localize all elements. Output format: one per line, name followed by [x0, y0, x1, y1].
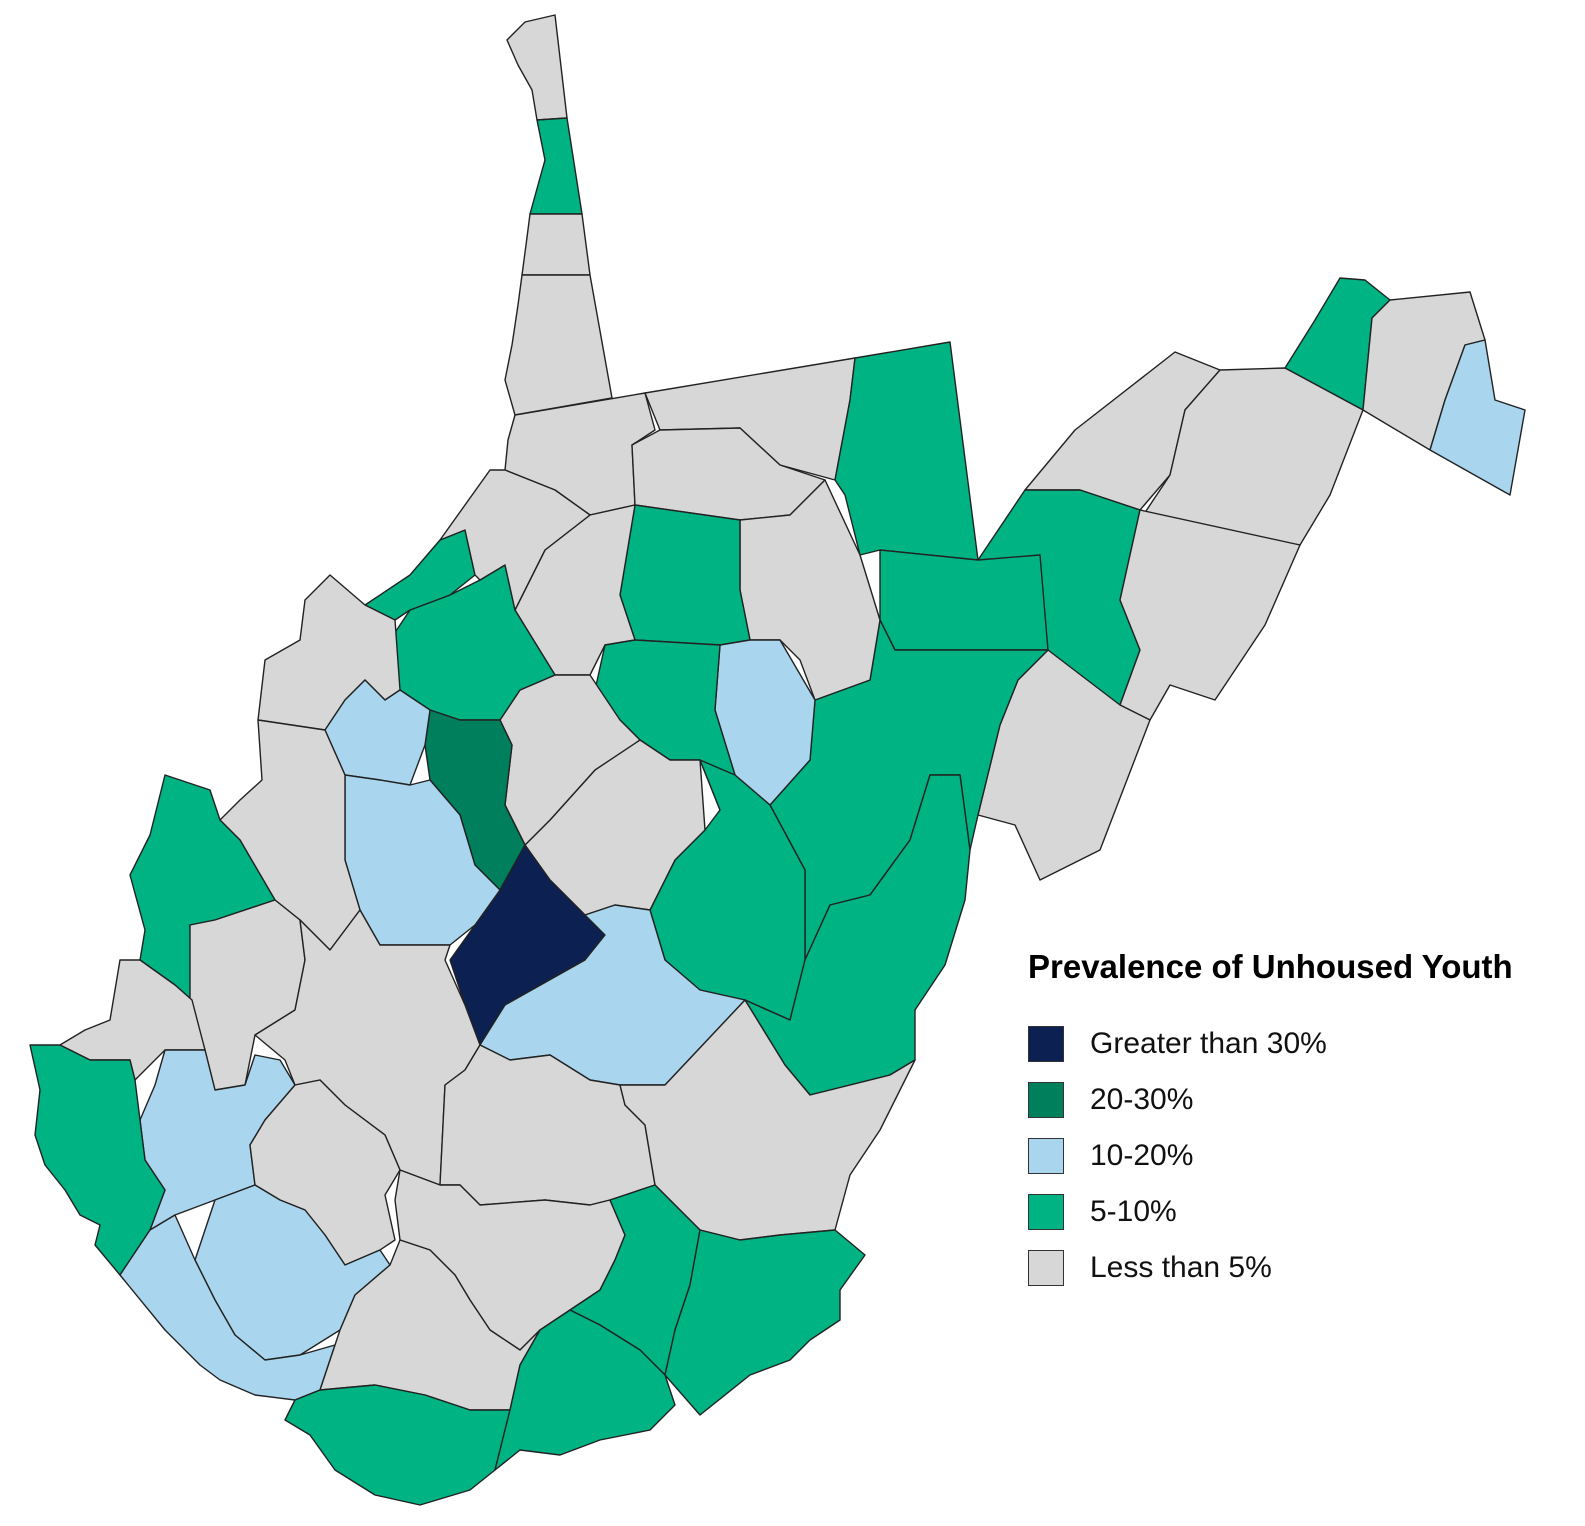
legend-item-greater-than-30: Greater than 30% [1028, 1016, 1568, 1072]
county-region [506, 14, 568, 121]
county-region [879, 549, 1049, 651]
county-region [1119, 509, 1301, 721]
map-legend: Prevalence of Unhoused Youth Greater tha… [1028, 948, 1568, 1296]
county-region [529, 117, 583, 215]
legend-label: 10-20% [1090, 1139, 1194, 1172]
county-region [834, 341, 979, 561]
legend-item-less-than-5: Less than 5% [1028, 1240, 1568, 1296]
legend-swatch-dark-navy [1028, 1026, 1064, 1062]
legend-label: Greater than 30% [1090, 1027, 1327, 1060]
legend-label: 5-10% [1090, 1195, 1177, 1228]
county-region [521, 213, 591, 276]
legend-swatch-light-blue [1028, 1138, 1064, 1174]
legend-swatch-dark-green [1028, 1082, 1064, 1118]
county-region [504, 274, 613, 416]
legend-item-10-20: 10-20% [1028, 1128, 1568, 1184]
county-region [439, 469, 591, 611]
county-region [664, 1229, 866, 1416]
county-region [619, 999, 916, 1241]
county-region [494, 1309, 676, 1471]
legend-item-20-30: 20-30% [1028, 1072, 1568, 1128]
county-region [619, 504, 751, 646]
county-region [1429, 339, 1526, 496]
legend-swatch-gray [1028, 1250, 1064, 1286]
legend-title: Prevalence of Unhoused Youth [1028, 948, 1513, 985]
county-region [189, 899, 306, 1091]
county-region [284, 1384, 511, 1506]
legend-label: Less than 5% [1090, 1251, 1272, 1284]
legend-label: 20-30% [1090, 1083, 1194, 1116]
legend-swatch-green [1028, 1194, 1064, 1230]
legend-item-5-10: 5-10% [1028, 1184, 1568, 1240]
county-regions [29, 14, 1526, 1506]
